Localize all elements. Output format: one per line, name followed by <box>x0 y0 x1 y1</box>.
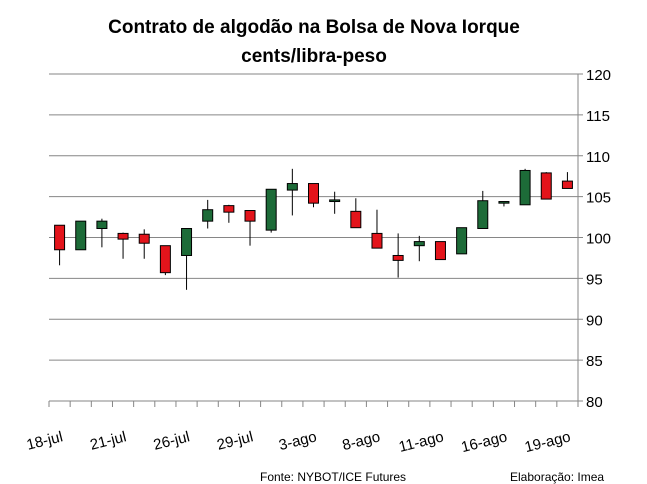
candle-body <box>96 220 108 230</box>
x-tick-label: 21-jul <box>88 428 128 453</box>
candle-body <box>392 254 404 261</box>
y-tick-label: 90 <box>586 312 603 329</box>
x-tick-label: 3-ago <box>277 428 318 454</box>
y-tick-label: 85 <box>586 353 603 370</box>
candle-body <box>223 205 235 213</box>
candle-body <box>350 210 362 229</box>
y-tick-label: 95 <box>586 271 603 288</box>
candle-body <box>159 245 171 274</box>
x-tick-label: 8-ago <box>341 428 382 454</box>
chart-subtitle: cents/libra-peso <box>241 46 387 67</box>
candle-body <box>181 228 193 256</box>
candle-body <box>498 201 510 204</box>
candle-body <box>413 241 425 247</box>
candle-body <box>477 200 489 230</box>
source-note: Fonte: NYBOT/ICE Futures <box>260 470 406 484</box>
candle-body <box>561 180 573 189</box>
x-tick-label: 16-ago <box>459 428 508 456</box>
x-tick-label: 11-ago <box>397 428 445 456</box>
candle-body <box>519 169 531 206</box>
candle-body <box>308 183 319 204</box>
x-tick-label: 26-jul <box>152 428 192 453</box>
x-tick-label: 18-jul <box>25 428 65 453</box>
y-tick-label: 120 <box>586 67 611 84</box>
candle-body <box>138 233 150 244</box>
y-tick-label: 80 <box>586 394 603 411</box>
candle-body <box>456 227 468 255</box>
y-tick-label: 115 <box>586 108 610 125</box>
chart-title: Contrato de algodão na Bolsa de Nova Ior… <box>108 17 520 38</box>
credit-note: Elaboração: Imea <box>510 470 604 484</box>
x-tick-label: 19-ago <box>523 428 572 456</box>
candle-body <box>434 241 446 261</box>
candle-body <box>117 232 129 240</box>
candle-body <box>540 172 552 200</box>
candle-body <box>329 199 341 203</box>
candle-body <box>371 232 383 249</box>
candle-body <box>54 224 66 251</box>
candle-body <box>265 188 277 231</box>
y-tick-label: 105 <box>586 190 611 207</box>
candle-body <box>244 210 256 222</box>
candle-body <box>286 183 298 191</box>
candle-body <box>75 220 87 251</box>
x-tick-label: 29-jul <box>215 428 255 453</box>
y-tick-label: 110 <box>586 149 610 166</box>
candle-body <box>202 209 214 222</box>
y-tick-label: 100 <box>586 231 611 248</box>
